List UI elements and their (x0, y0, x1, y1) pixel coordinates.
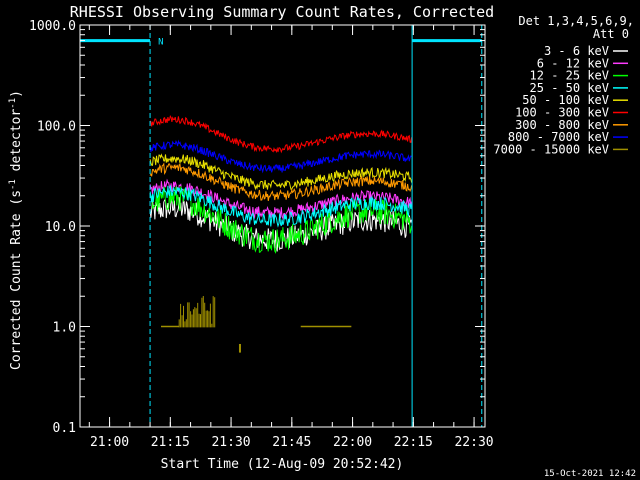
night-label: N (158, 38, 163, 48)
y-axis-label: Corrected Count Rate (s-1 detector-1) (8, 90, 24, 370)
legend-label-7: 800 - 7000 keV (508, 130, 609, 144)
series-line-0 (149, 196, 413, 252)
y-tick-label: 100.0 (37, 120, 76, 135)
x-tick-label: 21:15 (151, 435, 190, 450)
series-line-6 (149, 162, 413, 201)
footer-timestamp: 15-Oct-2021 12:42 (544, 469, 636, 479)
legend-label-1: 6 - 12 keV (537, 56, 609, 70)
series-line-7 (149, 139, 412, 174)
legend-header-line-2: Att 0 (593, 27, 629, 41)
axes: 0.1 1.0 10.0 100.0 1000.0 21:00 21:15 21:30 21:4… (29, 19, 494, 450)
x-tick-label: 22:15 (394, 435, 433, 450)
y-tick-label: 10.0 (45, 220, 76, 235)
x-tick-label: 21:45 (272, 435, 311, 450)
series-high-energy-burst (178, 296, 216, 328)
y-tick-label: 0.1 (53, 421, 76, 436)
legend-header-line-1: Det 1,3,4,5,6,9, (518, 14, 634, 28)
legend-label-2: 12 - 25 keV (530, 69, 609, 83)
x-tick-label: 21:30 (211, 435, 250, 450)
x-axis-label: Start Time (12-Aug-09 20:52:42) (161, 457, 404, 472)
legend-label-4: 50 - 100 keV (522, 93, 609, 107)
legend-label-3: 25 - 50 keV (530, 81, 609, 95)
legend-label-6: 300 - 800 keV (515, 118, 609, 132)
x-tick-label: 22:30 (454, 435, 493, 450)
chart-title: RHESSI Observing Summary Count Rates, Co… (70, 3, 494, 21)
legend-label-5: 100 - 300 keV (515, 106, 609, 120)
x-tick-label: 21:00 (90, 435, 129, 450)
legend-label-8: 7000 - 15000 keV (493, 142, 609, 156)
y-tick-label: 1.0 (53, 321, 76, 336)
series-line-2 (149, 186, 413, 254)
y-tick-label: 1000.0 (29, 19, 76, 34)
series-line-3 (149, 185, 413, 228)
data-series-layer (149, 114, 413, 353)
legend-label-0: 3 - 6 keV (544, 44, 609, 58)
plot-frame (79, 24, 486, 428)
series-line-1 (149, 178, 413, 221)
x-tick-label: 22:00 (333, 435, 372, 450)
series-line-4 (149, 153, 413, 191)
series-line-5 (149, 114, 413, 154)
